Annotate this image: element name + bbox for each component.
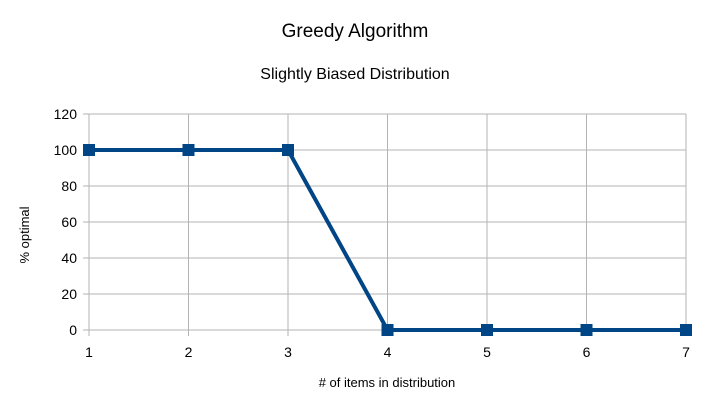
y-tick-label: 120: [54, 106, 78, 122]
data-point-marker: [481, 324, 493, 336]
data-point-marker: [282, 144, 294, 156]
axes: [83, 113, 687, 336]
x-tick-label: 7: [682, 344, 690, 360]
x-tick-label: 2: [185, 344, 193, 360]
gridlines: [88, 113, 687, 330]
chart-subtitle: Slightly Biased Distribution: [260, 66, 449, 83]
x-tick-label: 4: [384, 344, 392, 360]
x-tick-label: 1: [85, 344, 93, 360]
y-tick-labels: 0 20 40 60 80 100 120: [54, 106, 78, 338]
data-point-marker: [381, 324, 394, 336]
data-point-marker: [580, 324, 593, 336]
y-tick-label: 0: [69, 322, 77, 338]
x-tick-label: 6: [583, 344, 591, 360]
y-tick-label: 60: [61, 214, 77, 230]
x-tick-label: 5: [483, 344, 491, 360]
data-series: [83, 144, 692, 336]
y-tick-label: 100: [54, 142, 78, 158]
data-point-marker: [182, 144, 195, 156]
y-axis-title: % optimal: [17, 206, 32, 263]
y-tick-label: 80: [61, 178, 77, 194]
y-tick-label: 40: [61, 250, 77, 266]
x-tick-label: 3: [284, 344, 292, 360]
data-point-marker: [83, 144, 95, 156]
x-tick-labels: 1 2 3 4 5 6 7: [85, 344, 690, 360]
y-tick-label: 20: [61, 286, 77, 302]
chart-title: Greedy Algorithm: [282, 21, 429, 42]
x-axis-title: # of items in distribution: [319, 375, 456, 390]
data-point-marker: [680, 324, 692, 336]
